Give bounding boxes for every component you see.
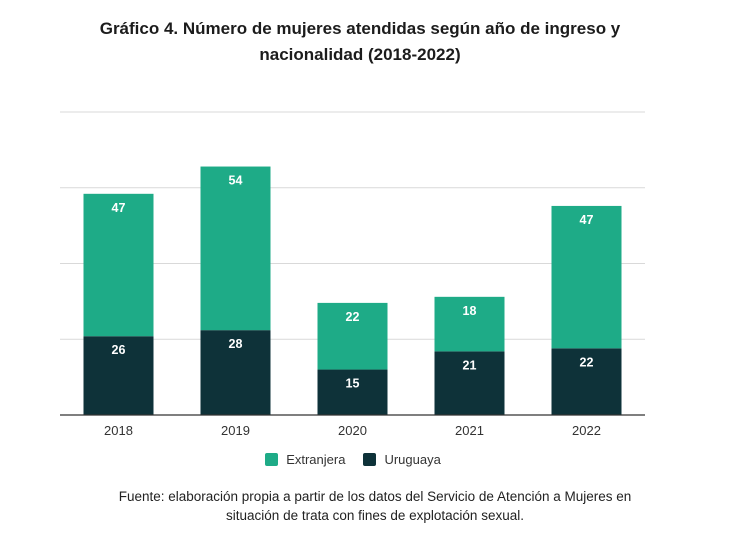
- legend-swatch-uruguaya: [363, 453, 377, 466]
- chart-title-line-2: nacionalidad (2018-2022): [259, 45, 461, 64]
- bar-uruguaya-2022: [551, 348, 622, 415]
- chart-title: Gráfico 4. Número de mujeres atendidas s…: [40, 16, 680, 68]
- bar-extranjera-2021: [434, 296, 505, 352]
- bar-extranjera-2020: [317, 302, 388, 370]
- x-tick-label-2018: 2018: [104, 423, 133, 438]
- data-labels: 26 47 28 54 15 22 21 18 22 47: [112, 174, 594, 391]
- x-tick-label-2020: 2020: [338, 423, 367, 438]
- legend-label-extranjera: Extranjera: [286, 452, 346, 467]
- data-label-uruguaya-2021: 21: [463, 358, 477, 372]
- data-label-extranjera-2019: 54: [229, 174, 243, 188]
- data-label-extranjera-2022: 47: [580, 213, 594, 227]
- legend: Extranjera Uruguaya: [0, 452, 706, 467]
- source-note: Fuente: elaboración propia a partir de l…: [30, 487, 720, 525]
- x-axis-ticks: 2018 2019 2020 2021 2022: [104, 423, 601, 438]
- chart-title-line-1: Gráfico 4. Número de mujeres atendidas s…: [99, 19, 621, 38]
- bar-uruguaya-2018: [83, 336, 154, 415]
- x-tick-label-2019: 2019: [221, 423, 250, 438]
- data-label-uruguaya-2019: 28: [229, 337, 243, 351]
- legend-item-extranjera: Extranjera: [265, 452, 345, 467]
- bar-uruguaya-2020: [317, 369, 388, 415]
- data-label-uruguaya-2018: 26: [112, 343, 126, 357]
- stacked-bar-chart: 26 47 28 54 15 22 21 18 22 47 2018 2019 2020 2021 202…: [60, 111, 645, 438]
- source-line-1: Fuente: elaboración propia a partir de l…: [118, 489, 632, 504]
- bar-extranjera-2018: [83, 193, 154, 337]
- legend-label-uruguaya: Uruguaya: [384, 452, 441, 467]
- bar-extranjera-2022: [551, 205, 622, 349]
- data-label-uruguaya-2020: 15: [346, 377, 360, 391]
- data-label-uruguaya-2022: 22: [580, 355, 594, 369]
- bar-uruguaya-2019: [200, 330, 271, 415]
- data-label-extranjera-2018: 47: [112, 201, 126, 215]
- legend-item-uruguaya: Uruguaya: [363, 452, 441, 467]
- bar-extranjera-2019: [200, 166, 271, 331]
- bars: [83, 166, 622, 415]
- source-line-2: situación de trata con fines de explotac…: [226, 508, 524, 523]
- legend-swatch-extranjera: [265, 453, 279, 466]
- x-tick-label-2022: 2022: [572, 423, 601, 438]
- data-label-extranjera-2021: 18: [463, 304, 477, 318]
- bar-uruguaya-2021: [434, 351, 505, 415]
- x-tick-label-2021: 2021: [455, 423, 484, 438]
- data-label-extranjera-2020: 22: [346, 310, 360, 324]
